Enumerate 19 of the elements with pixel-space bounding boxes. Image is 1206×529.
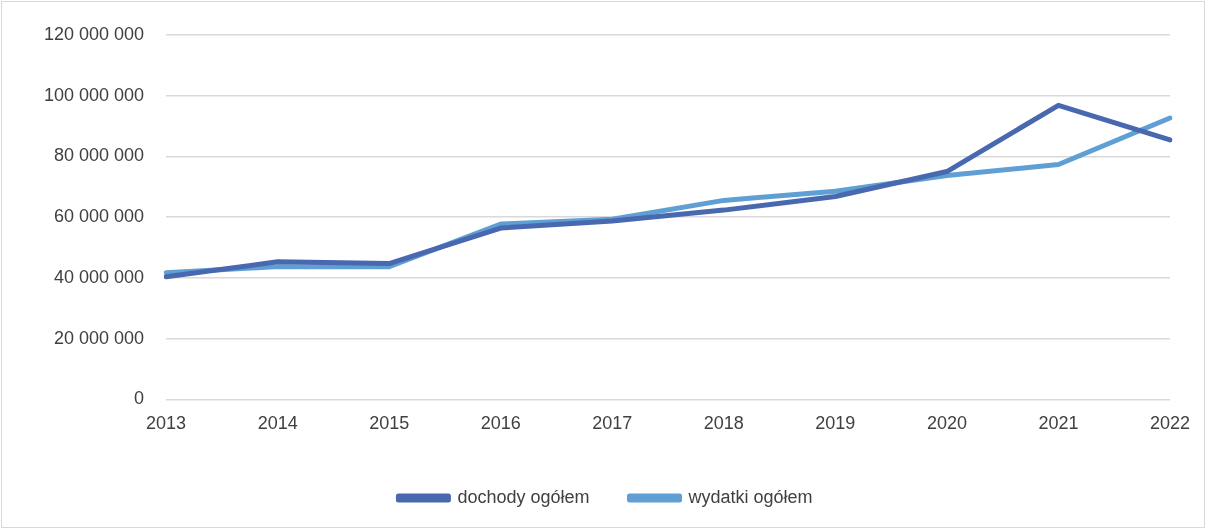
x-tick-label: 2019 <box>815 413 856 434</box>
x-tick-label: 2013 <box>146 413 187 434</box>
y-tick-label: 80 000 000 <box>54 145 145 166</box>
x-tick-label: 2014 <box>257 413 298 434</box>
x-tick-label: 2017 <box>592 413 633 434</box>
legend-label: dochody ogółem <box>457 486 590 507</box>
x-tick-label: 2020 <box>926 413 967 434</box>
x-tick-label: 2022 <box>1149 413 1190 434</box>
y-tick-label: 40 000 000 <box>54 266 145 287</box>
y-tick-label: 120 000 000 <box>43 23 145 44</box>
x-tick-label: 2016 <box>480 413 521 434</box>
x-tick-label: 2021 <box>1038 413 1079 434</box>
y-tick-label: 60 000 000 <box>54 206 145 227</box>
y-tick-label: 100 000 000 <box>43 84 145 105</box>
y-tick-label: 0 <box>134 388 145 409</box>
y-tick-label: 20 000 000 <box>54 327 145 348</box>
x-tick-label: 2018 <box>703 413 744 434</box>
x-tick-label: 2015 <box>369 413 410 434</box>
legend-label: wydatki ogółem <box>687 486 813 507</box>
